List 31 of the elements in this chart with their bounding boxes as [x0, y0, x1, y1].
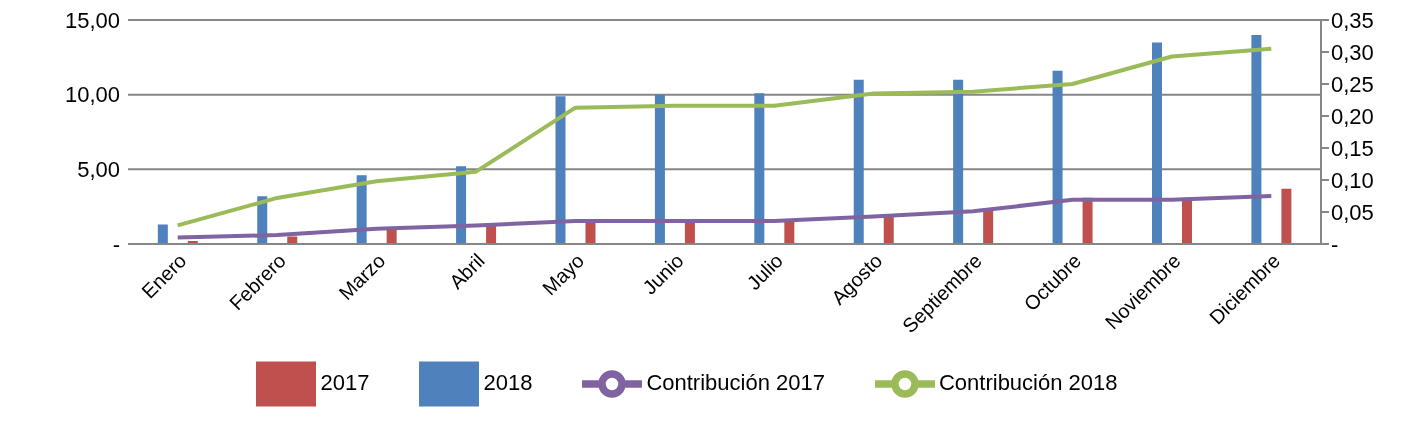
bar	[1281, 188, 1292, 244]
y-tick-label: 10,00	[64, 82, 120, 108]
y2-tick-label: 0,15	[1331, 135, 1374, 161]
legend-label: Contribución 2018	[938, 369, 1118, 395]
bar	[853, 79, 864, 244]
bar	[953, 79, 964, 244]
bar	[784, 221, 795, 244]
y2-tick-label: 0,20	[1331, 103, 1374, 129]
bar	[883, 217, 894, 244]
bar	[654, 94, 665, 244]
y2-tick-label: 0,35	[1331, 7, 1374, 33]
y2-tick-label: 0,30	[1331, 39, 1374, 65]
y2-tick-label: 0,05	[1331, 199, 1374, 225]
bar	[754, 93, 765, 244]
y-tick-label: -	[112, 231, 120, 257]
legend-label: 2017	[320, 369, 370, 395]
y-tick-label: 15,00	[64, 7, 120, 33]
legend-label: Contribución 2017	[646, 369, 825, 395]
line-series	[175, 194, 1274, 240]
x-tick-label: Julio	[742, 249, 788, 294]
legend-label: 2018	[483, 369, 533, 395]
bar	[157, 224, 168, 244]
y2-tick-label: -	[1331, 231, 1339, 257]
bar	[1251, 34, 1262, 244]
bar	[1151, 42, 1162, 244]
y-tick-label: 5,00	[77, 157, 120, 183]
line-series	[175, 46, 1274, 228]
bar	[555, 96, 566, 244]
y2-tick-label: 0,10	[1331, 167, 1374, 193]
y2-tick-label: 0,25	[1331, 71, 1374, 97]
bar	[1052, 70, 1063, 244]
